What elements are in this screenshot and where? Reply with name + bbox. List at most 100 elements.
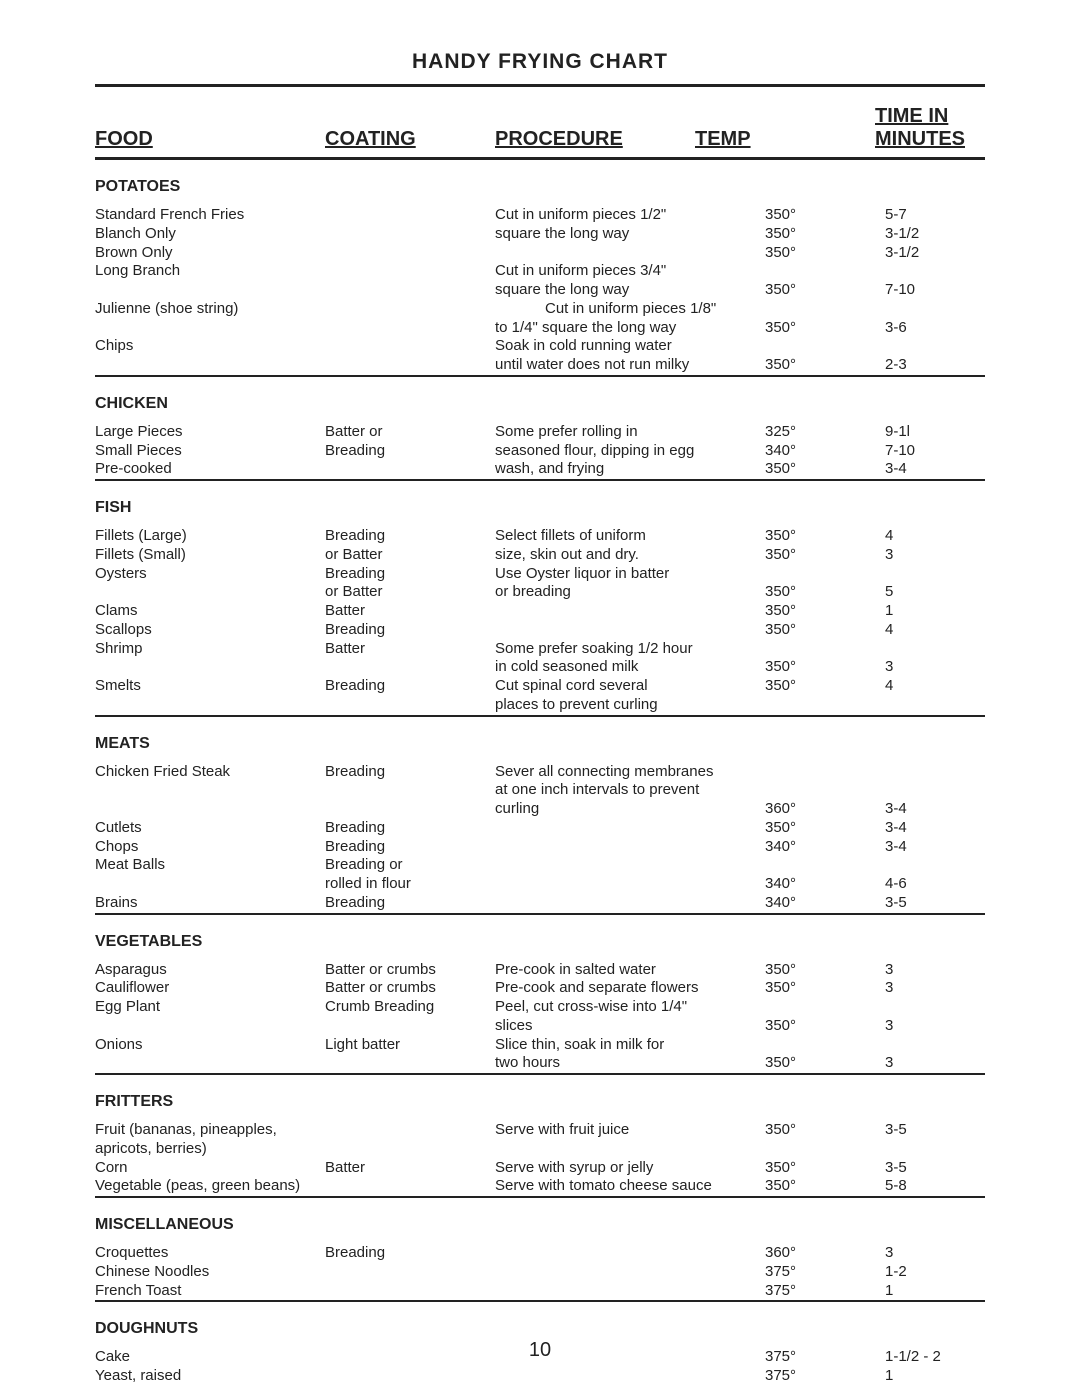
cell-food: Fillets (Small) <box>95 546 325 565</box>
cell-procedure: wash, and frying <box>495 460 765 479</box>
table-row: Large PiecesBatter orSome prefer rolling… <box>95 423 985 442</box>
cell-food: Chips <box>95 337 325 356</box>
table-row: Fruit (bananas, pineapples, apricots, be… <box>95 1121 985 1159</box>
cell-time: 3 <box>885 658 985 677</box>
cell-procedure: Cut spinal cord several <box>495 677 765 696</box>
cell-time: 3-4 <box>885 819 985 838</box>
cell-time: 4-6 <box>885 875 985 894</box>
table-row: BrainsBreading340°3-5 <box>95 894 985 913</box>
cell-temp: 350° <box>765 1054 885 1073</box>
cell-time: 5 <box>885 583 985 602</box>
header-time-line1: TIME IN <box>875 105 985 128</box>
cell-coating: Crumb Breading <box>325 998 495 1017</box>
cell-procedure: until water does not run milky <box>495 356 765 375</box>
cell-food: Brains <box>95 894 325 913</box>
header-coating: COATING <box>325 128 495 151</box>
column-headers: FOOD COATING PROCEDURE TEMP TIME IN MINU… <box>95 87 985 157</box>
table-row: Chinese Noodles375°1-2 <box>95 1263 985 1282</box>
header-temp: TEMP <box>695 128 875 151</box>
cell-time <box>885 763 985 782</box>
section-title: FRITTERS <box>95 1075 985 1121</box>
table-row: ClamsBatter350°1 <box>95 602 985 621</box>
section-title: MEATS <box>95 717 985 763</box>
cell-food <box>95 658 325 677</box>
table-row: CauliflowerBatter or crumbsPre-cook and … <box>95 979 985 998</box>
cell-coating <box>325 225 495 244</box>
table-row: Brown Only350°3-1/2 <box>95 244 985 263</box>
cell-coating <box>325 337 495 356</box>
cell-food: Yeast, raised <box>95 1367 325 1386</box>
cell-time: 3 <box>885 1054 985 1073</box>
table-row: OnionsLight batterSlice thin, soak in mi… <box>95 1036 985 1055</box>
cell-procedure: in cold seasoned milk <box>495 658 765 677</box>
cell-food: Shrimp <box>95 640 325 659</box>
cell-time: 3-5 <box>885 894 985 913</box>
cell-food <box>95 781 325 800</box>
cell-temp: 350° <box>765 658 885 677</box>
cell-coating <box>325 356 495 375</box>
cell-coating <box>325 658 495 677</box>
table-row: Yeast, raised375°1 <box>95 1367 985 1386</box>
cell-temp: 375° <box>765 1282 885 1301</box>
cell-temp: 350° <box>765 979 885 998</box>
table-row: Fillets (Large)BreadingSelect fillets of… <box>95 527 985 546</box>
table-row: ChopsBreading340°3-4 <box>95 838 985 857</box>
cell-coating: Breading <box>325 565 495 584</box>
table-row: places to prevent curling <box>95 696 985 715</box>
cell-time <box>885 696 985 715</box>
cell-temp: 350° <box>765 460 885 479</box>
section-title: CHICKEN <box>95 377 985 423</box>
cell-food: Chicken Fried Steak <box>95 763 325 782</box>
cell-food: Standard French Fries <box>95 206 325 225</box>
table-row: at one inch intervals to prevent <box>95 781 985 800</box>
cell-temp: 350° <box>765 1121 885 1159</box>
header-time: TIME IN MINUTES <box>875 105 985 151</box>
cell-food <box>95 319 325 338</box>
cell-temp: 350° <box>765 602 885 621</box>
cell-temp: 350° <box>765 281 885 300</box>
table-row: CornBatterServe with syrup or jelly350°3… <box>95 1159 985 1178</box>
table-row: ShrimpBatterSome prefer soaking 1/2 hour <box>95 640 985 659</box>
cell-coating: Breading <box>325 894 495 913</box>
cell-temp <box>765 998 885 1017</box>
cell-time: 3-1/2 <box>885 225 985 244</box>
cell-time: 5-8 <box>885 1177 985 1196</box>
cell-procedure: Serve with tomato cheese sauce <box>495 1177 765 1196</box>
table-row: Blanch Onlysquare the long way350°3-1/2 <box>95 225 985 244</box>
cell-procedure: slices <box>495 1017 765 1036</box>
cell-procedure <box>495 819 765 838</box>
cell-coating: Breading <box>325 1244 495 1263</box>
cell-coating: Breading <box>325 527 495 546</box>
cell-temp: 350° <box>765 819 885 838</box>
cell-food: Oysters <box>95 565 325 584</box>
table-row: square the long way350°7-10 <box>95 281 985 300</box>
cell-food: Smelts <box>95 677 325 696</box>
cell-temp: 350° <box>765 225 885 244</box>
cell-coating: or Batter <box>325 583 495 602</box>
cell-time: 3 <box>885 1017 985 1036</box>
cell-time: 2-3 <box>885 356 985 375</box>
cell-food: Scallops <box>95 621 325 640</box>
cell-time: 3-4 <box>885 838 985 857</box>
cell-coating <box>325 696 495 715</box>
cell-temp: 340° <box>765 875 885 894</box>
cell-temp: 350° <box>765 206 885 225</box>
cell-procedure: two hours <box>495 1054 765 1073</box>
cell-temp <box>765 856 885 875</box>
cell-time: 3 <box>885 961 985 980</box>
sections-container: POTATOESStandard French FriesCut in unif… <box>95 160 985 1386</box>
table-row: to 1/4" square the long way350°3-6 <box>95 319 985 338</box>
cell-procedure: Serve with syrup or jelly <box>495 1159 765 1178</box>
table-row: in cold seasoned milk350°3 <box>95 658 985 677</box>
cell-procedure <box>495 602 765 621</box>
cell-procedure: places to prevent curling <box>495 696 765 715</box>
table-row: rolled in flour340°4-6 <box>95 875 985 894</box>
cell-temp: 360° <box>765 1244 885 1263</box>
table-row: Julienne (shoe string)Cut in uniform pie… <box>95 300 985 319</box>
cell-temp: 350° <box>765 1159 885 1178</box>
cell-time: 3-4 <box>885 460 985 479</box>
cell-time: 1 <box>885 1367 985 1386</box>
cell-temp: 350° <box>765 677 885 696</box>
cell-food: Brown Only <box>95 244 325 263</box>
cell-time: 4 <box>885 527 985 546</box>
